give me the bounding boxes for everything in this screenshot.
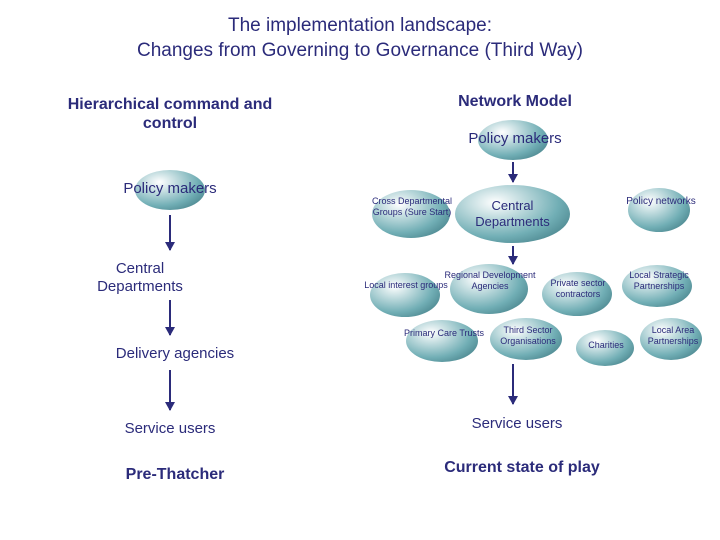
left-service-users-label: Service users — [110, 420, 230, 438]
right-era-label: Current state of play — [442, 458, 602, 477]
private-label: Private sector contractors — [532, 278, 624, 300]
right-central-label: Central Departments — [455, 198, 570, 229]
right-arrow-1 — [512, 162, 514, 182]
title-line2: Changes from Governing to Governance (Th… — [137, 40, 583, 61]
right-policy-makers-label: Policy makers — [455, 130, 575, 148]
right-service-users-label: Service users — [452, 415, 582, 433]
left-policy-makers-label: Policy makers — [110, 180, 230, 198]
left-arrow-3 — [169, 370, 171, 410]
local-interest-label: Local interest groups — [360, 280, 452, 291]
third-sector-label: Third Sector Organisations — [480, 325, 576, 347]
right-heading: Network Model — [400, 92, 630, 111]
right-arrow-3 — [512, 364, 514, 404]
title-line1: The implementation landscape: — [228, 15, 492, 36]
left-delivery-label: Delivery agencies — [95, 345, 255, 363]
left-arrow-2 — [169, 300, 171, 335]
pct-ellipse — [406, 320, 478, 362]
policy-networks-ellipse — [628, 188, 690, 232]
local-area-label: Local Area Partnerships — [632, 325, 714, 347]
diagram-title: The implementation landscape: Changes fr… — [0, 14, 720, 63]
right-arrow-2 — [512, 246, 514, 264]
local-strategic-label: Local Strategic Partnerships — [614, 270, 704, 292]
left-era-label: Pre-Thatcher — [110, 465, 240, 484]
left-central-label: Central Departments — [80, 260, 200, 296]
policy-networks-label: Policy networks — [622, 196, 700, 208]
left-heading: Hierarchical command and control — [55, 95, 285, 133]
left-arrow-1 — [169, 215, 171, 250]
cross-dept-label: Cross Departmental Groups (Sure Start) — [362, 196, 462, 218]
pct-label: Primary Care Trusts — [398, 328, 490, 339]
regional-label: Regional Development Agencies — [444, 270, 536, 292]
